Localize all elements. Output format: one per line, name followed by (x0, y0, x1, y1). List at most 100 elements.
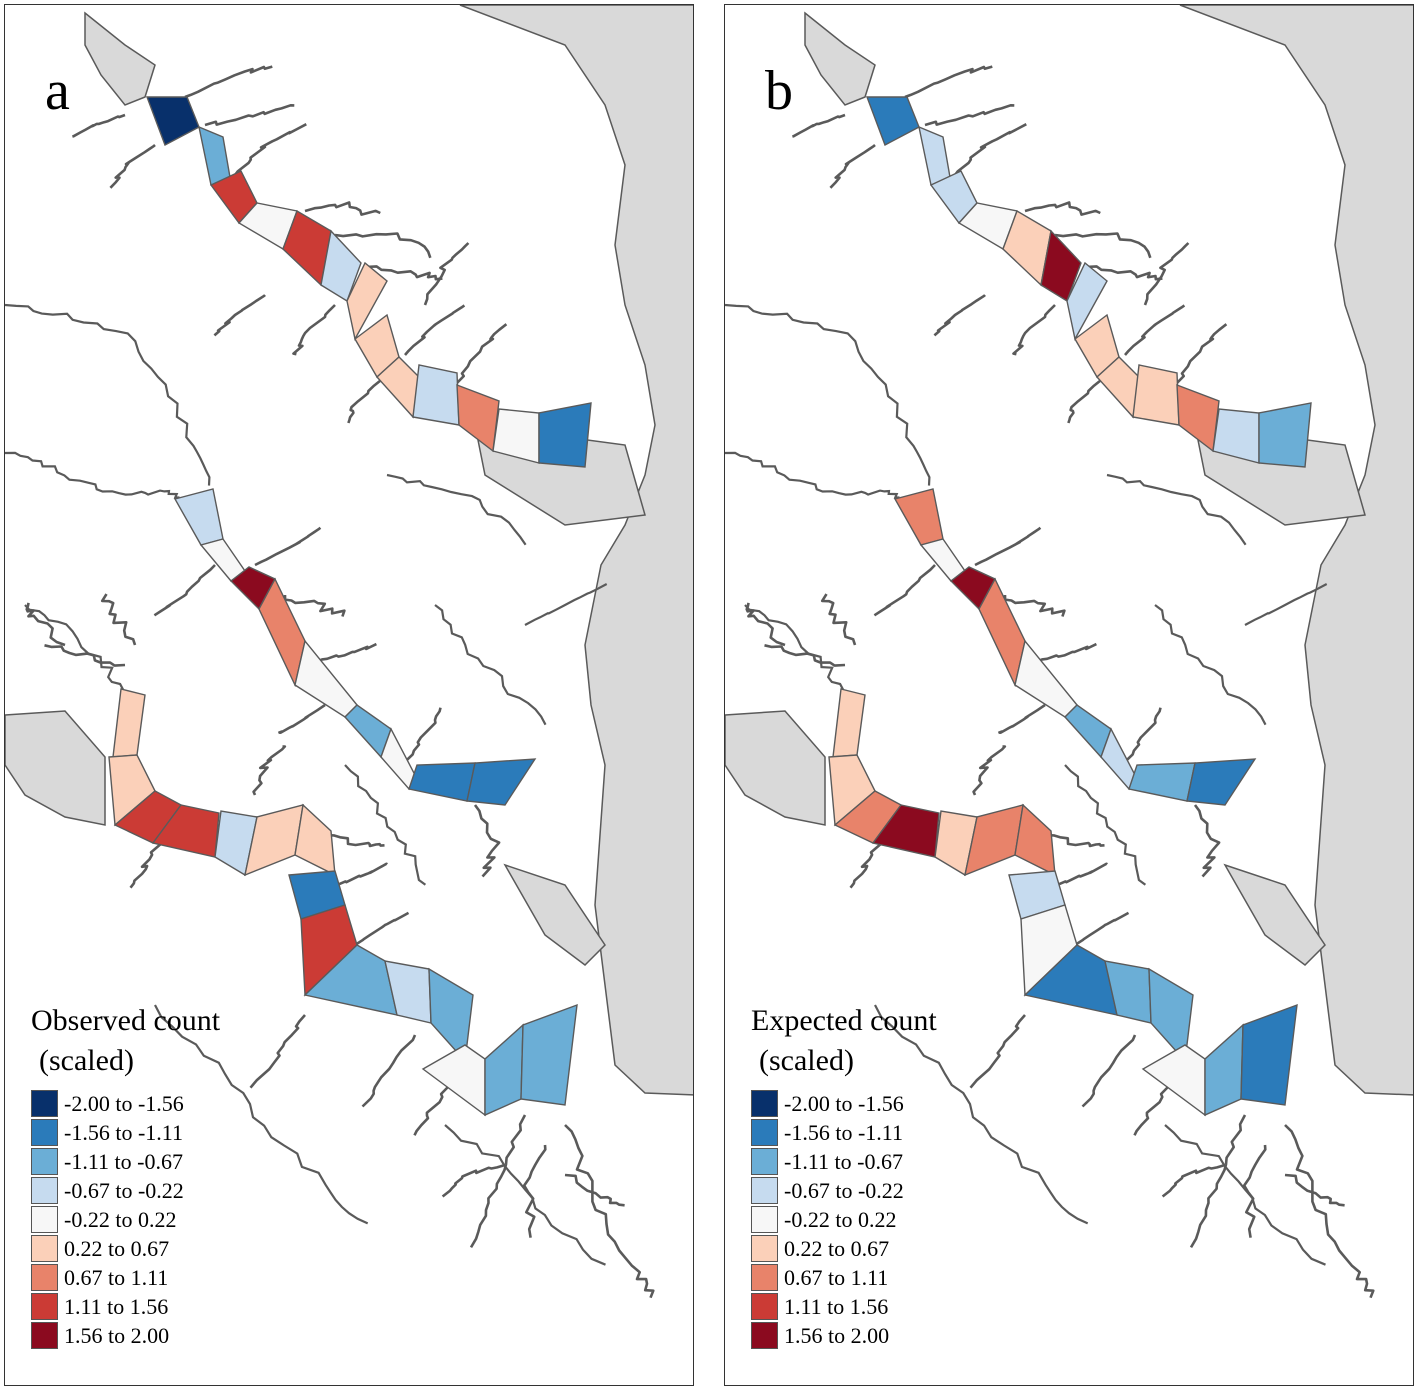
legend-b: Expected count (scaled) -2.00 to -1.56 -1… (751, 1001, 937, 1350)
tributary (334, 232, 432, 259)
map-a (5, 5, 693, 1299)
south-river-segment (1240, 1003, 1298, 1106)
tributary (997, 703, 1046, 735)
legend-row: -1.11 to -0.67 (31, 1147, 220, 1176)
legend-swatch (31, 1322, 58, 1349)
legend-label: -0.22 to 0.22 (64, 1206, 177, 1232)
tributary (1143, 242, 1190, 306)
north-river-segment (456, 383, 500, 453)
land-area (804, 11, 876, 106)
shoreline (5, 303, 211, 486)
tributary (469, 1114, 527, 1249)
tributary (745, 602, 786, 647)
legend-swatch (751, 1293, 778, 1320)
north-river-segment (865, 96, 920, 146)
south-river-segment (964, 804, 1024, 877)
tributary (334, 862, 388, 887)
legend-label: -2.00 to -1.56 (784, 1090, 904, 1116)
tributary (109, 144, 156, 189)
middle-river-segment (408, 762, 476, 802)
shoreline (434, 604, 547, 726)
legend-label: -0.67 to -0.22 (64, 1177, 184, 1203)
tributary (1174, 323, 1228, 386)
tributary (213, 294, 266, 337)
legend-label: -1.11 to -0.67 (64, 1148, 183, 1174)
south-river-segment (151, 804, 220, 858)
shoreline (24, 604, 127, 696)
tributary (1012, 304, 1056, 356)
north-river-segment (346, 261, 388, 341)
tributary (404, 304, 466, 356)
tributary (324, 833, 385, 848)
south-river-segment (428, 967, 474, 1063)
north-river-segment (320, 229, 362, 303)
land-area (1223, 863, 1326, 966)
south-river-segment (1204, 1023, 1244, 1117)
legend-row: -1.56 to -1.11 (31, 1118, 220, 1147)
legend-label: 0.22 to 0.67 (784, 1235, 890, 1261)
north-river-segment (1176, 383, 1220, 453)
legend-row: -0.67 to -0.22 (31, 1176, 220, 1205)
shoreline (5, 451, 180, 499)
tributary (1024, 201, 1101, 216)
shoreline (874, 1004, 1089, 1225)
tributary (233, 123, 307, 176)
tributary (792, 113, 846, 138)
shoreline (344, 764, 427, 886)
south-river-segment (421, 1044, 486, 1117)
tributary (304, 642, 377, 668)
tributary (764, 644, 846, 667)
legend-title: Observed count (31, 1004, 221, 1037)
south-river-segment (1141, 1044, 1206, 1117)
south-river-segment (832, 688, 866, 758)
tributary (1024, 642, 1097, 668)
north-river-segment (1258, 402, 1312, 468)
middle-river-segment (466, 758, 537, 806)
legend-swatch (31, 1148, 58, 1175)
land-area (503, 863, 606, 966)
tributary (1044, 833, 1105, 848)
middle-river-segment (1128, 762, 1196, 802)
tributary (304, 201, 381, 216)
shoreline (1106, 473, 1247, 546)
north-river-segment (198, 125, 232, 186)
tributary (974, 526, 1042, 567)
legend-row: -0.22 to 0.22 (31, 1205, 220, 1234)
tributary (1054, 232, 1152, 259)
tributary (1067, 374, 1107, 424)
shoreline (1154, 604, 1267, 726)
legend-row: 0.67 to 1.11 (31, 1263, 220, 1292)
legend-row: -1.11 to -0.67 (751, 1147, 937, 1176)
shoreline (725, 303, 931, 486)
legend-label: 1.56 to 2.00 (784, 1322, 890, 1348)
shoreline (1064, 764, 1147, 886)
tributary (1084, 265, 1163, 281)
tributary (1081, 1034, 1137, 1108)
tributary (204, 104, 295, 127)
legend-row: -2.00 to -1.56 (31, 1089, 220, 1118)
south-river-segment (871, 804, 940, 858)
legend-label: -0.22 to 0.22 (784, 1206, 897, 1232)
tributary (1193, 804, 1221, 878)
tributary (364, 265, 443, 281)
tributary (933, 294, 986, 337)
legend-row: -0.22 to 0.22 (751, 1205, 937, 1234)
legend-row: -2.00 to -1.56 (751, 1089, 937, 1118)
legend-label: 0.22 to 0.67 (64, 1235, 170, 1261)
land-area (84, 11, 156, 106)
north-river-segment (918, 125, 952, 186)
legend-swatch (31, 1119, 58, 1146)
tributary (924, 104, 1015, 127)
legend-rows: -2.00 to -1.56 -1.56 to -1.11 -1.11 to -0.… (31, 1089, 220, 1350)
shoreline (154, 1004, 369, 1225)
tributary (184, 65, 273, 99)
legend-label: 1.56 to 2.00 (64, 1322, 170, 1348)
south-river-segment (244, 804, 304, 877)
tributary (402, 707, 442, 766)
tributary (1074, 911, 1130, 947)
tributary (292, 304, 336, 356)
tributary (1242, 1144, 1267, 1238)
legend-title: Expected count (751, 1004, 937, 1037)
tributary (25, 602, 66, 647)
legend-swatch (751, 1322, 778, 1349)
